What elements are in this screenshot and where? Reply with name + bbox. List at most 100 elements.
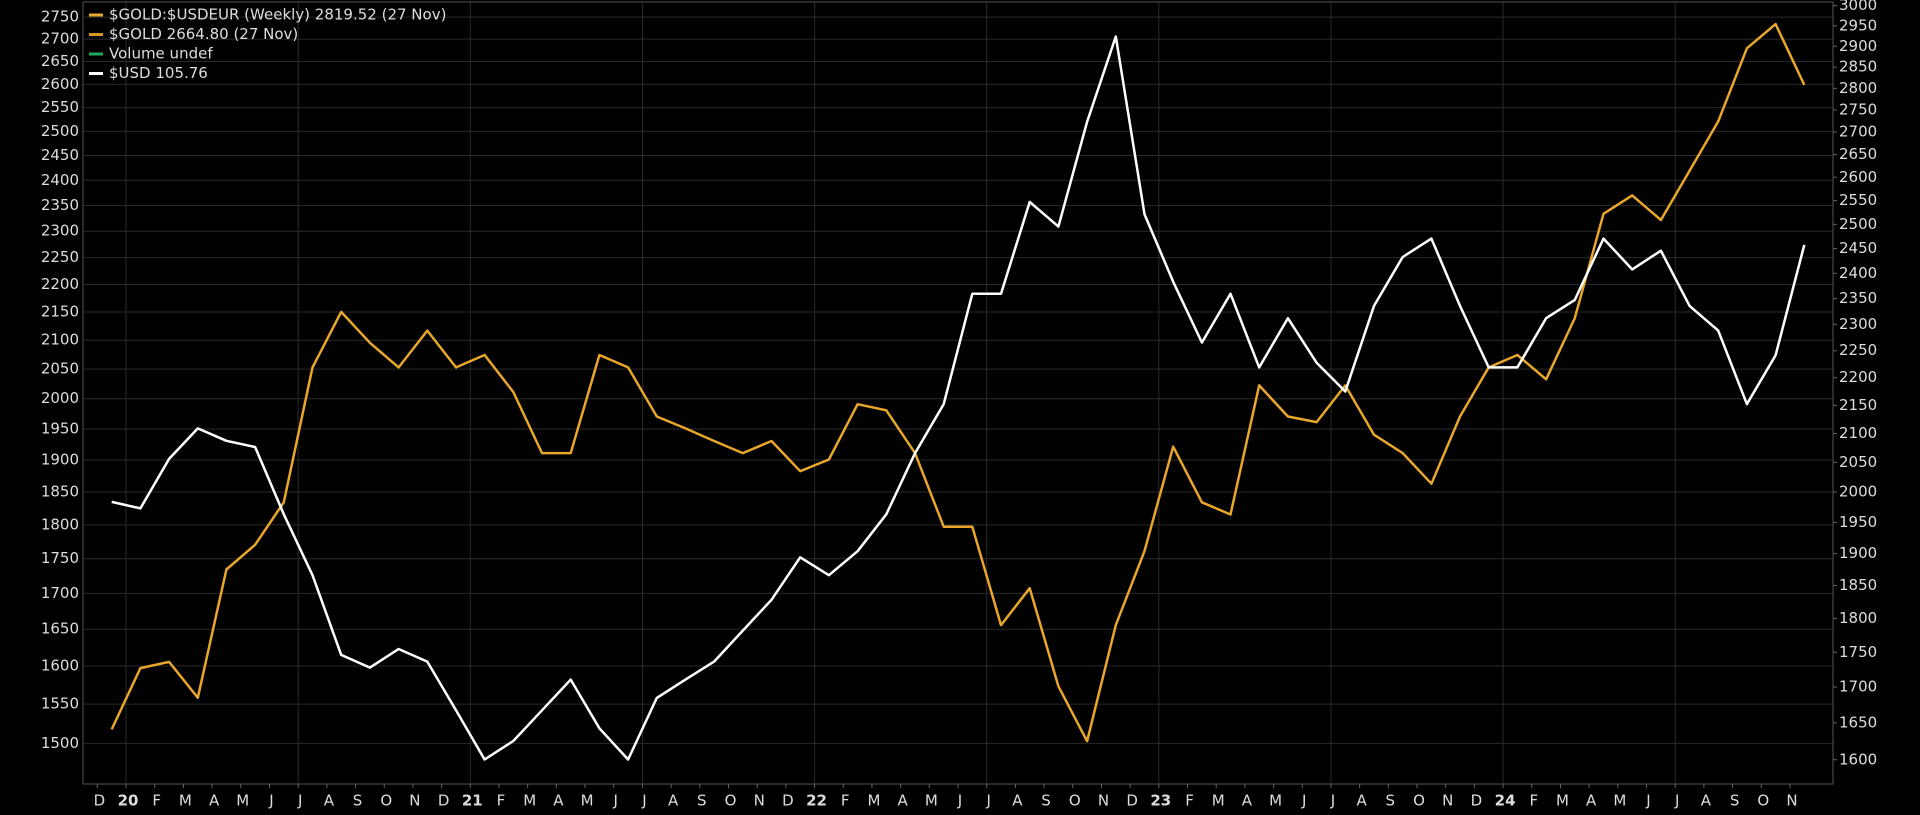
y2-tick-label: 3000 (1839, 0, 1877, 14)
x-tick-label: F (841, 792, 850, 810)
x-tick-label: N (1098, 792, 1109, 810)
y2-tick-label: 2600 (1839, 168, 1877, 186)
x-tick-label: A (897, 792, 908, 810)
x-tick-label: A (1242, 792, 1253, 810)
x-tick-label: O (725, 792, 737, 810)
x-tick-label: J (1645, 792, 1650, 810)
y2-tick-label: 2050 (1839, 453, 1877, 471)
x-tick-label: F (497, 792, 506, 810)
x-tick-label: F (1185, 792, 1194, 810)
x-tick-label: M (1613, 792, 1626, 810)
y-tick-label: 2350 (41, 196, 79, 214)
x-tick-label: J (957, 792, 962, 810)
y-tick-label: 1850 (41, 483, 79, 501)
y2-tick-label: 1650 (1839, 713, 1877, 731)
x-tick-label: O (1069, 792, 1081, 810)
x-tick-label: M (925, 792, 938, 810)
x-tick-label: M (1269, 792, 1282, 810)
x-tick-label: N (409, 792, 420, 810)
x-tick-label: 22 (806, 792, 827, 810)
legend-label: Volume undef (109, 45, 213, 63)
y2-tick-label: 2850 (1839, 58, 1877, 76)
x-tick-label: D (782, 792, 794, 810)
x-tick-label: 23 (1150, 792, 1171, 810)
y-tick-label: 2100 (41, 331, 79, 349)
x-tick-label: F (152, 792, 161, 810)
y2-tick-label: 2650 (1839, 145, 1877, 163)
y2-tick-label: 2400 (1839, 264, 1877, 282)
x-tick-label: A (668, 792, 679, 810)
x-tick-label: A (209, 792, 220, 810)
y-tick-label: 2050 (41, 360, 79, 378)
x-tick-label: O (1757, 792, 1769, 810)
y-tick-label: 2650 (41, 52, 79, 70)
x-tick-label: 21 (462, 792, 483, 810)
legend-label: $GOLD 2664.80 (27 Nov) (109, 25, 298, 43)
x-tick-label: J (641, 792, 646, 810)
x-tick-label: S (353, 792, 363, 810)
legend-label: $GOLD:$USDEUR (Weekly) 2819.52 (27 Nov) (109, 6, 446, 24)
x-tick-label: N (754, 792, 765, 810)
y2-tick-label: 2800 (1839, 79, 1877, 97)
x-tick-label: J (268, 792, 273, 810)
x-tick-label: J (985, 792, 990, 810)
y-tick-label: 1700 (41, 584, 79, 602)
y2-tick-label: 2000 (1839, 483, 1877, 501)
y-tick-label: 2150 (41, 303, 79, 321)
x-tick-label: A (553, 792, 564, 810)
y-tick-label: 1750 (41, 549, 79, 567)
x-tick-label: A (1586, 792, 1597, 810)
y2-tick-label: 2250 (1839, 341, 1877, 359)
y2-tick-label: 2150 (1839, 396, 1877, 414)
x-tick-label: A (1701, 792, 1712, 810)
x-tick-label: A (324, 792, 335, 810)
y2-tick-label: 2550 (1839, 191, 1877, 209)
x-tick-label: M (236, 792, 249, 810)
x-tick-label: D (1471, 792, 1483, 810)
y-tick-label: 2200 (41, 275, 79, 293)
x-tick-label: O (1413, 792, 1425, 810)
y-tick-label: 1600 (41, 657, 79, 675)
x-tick-label: M (179, 792, 192, 810)
y-tick-label: 2300 (41, 222, 79, 240)
y-tick-label: 1650 (41, 620, 79, 638)
x-tick-label: J (1330, 792, 1335, 810)
y-tick-label: 2250 (41, 248, 79, 266)
y2-tick-label: 1700 (1839, 678, 1877, 696)
y-tick-label: 2500 (41, 122, 79, 140)
x-tick-label: M (581, 792, 594, 810)
x-tick-label: A (1357, 792, 1368, 810)
y-tick-label: 2750 (41, 8, 79, 26)
y-tick-label: 2550 (41, 98, 79, 116)
y2-tick-label: 2100 (1839, 424, 1877, 442)
y-tick-label: 2000 (41, 389, 79, 407)
x-tick-label: S (1730, 792, 1740, 810)
y-tick-label: 1800 (41, 515, 79, 533)
x-tick-label: M (523, 792, 536, 810)
series-line (111, 35, 1806, 761)
legend-label: $USD 105.76 (109, 64, 208, 82)
x-tick-label: D (94, 792, 106, 810)
y2-tick-label: 2350 (1839, 289, 1877, 307)
y2-tick-label: 2200 (1839, 368, 1877, 386)
y2-tick-label: 1800 (1839, 609, 1877, 627)
x-tick-label: M (1556, 792, 1569, 810)
x-tick-label: D (438, 792, 450, 810)
x-tick-label: S (1386, 792, 1396, 810)
y2-tick-label: 1750 (1839, 643, 1877, 661)
y-tick-label: 2450 (41, 146, 79, 164)
y2-tick-label: 2750 (1839, 100, 1877, 118)
x-tick-label: M (867, 792, 880, 810)
x-tick-label: D (1126, 792, 1138, 810)
y-tick-label: 2700 (41, 30, 79, 48)
x-tick-label: N (1442, 792, 1453, 810)
y2-tick-label: 1950 (1839, 513, 1877, 531)
x-tick-label: N (1786, 792, 1797, 810)
x-tick-label: F (1529, 792, 1538, 810)
y-tick-label: 1550 (41, 695, 79, 713)
x-tick-label: O (380, 792, 392, 810)
y-tick-label: 1900 (41, 451, 79, 469)
x-tick-label: M (1212, 792, 1225, 810)
